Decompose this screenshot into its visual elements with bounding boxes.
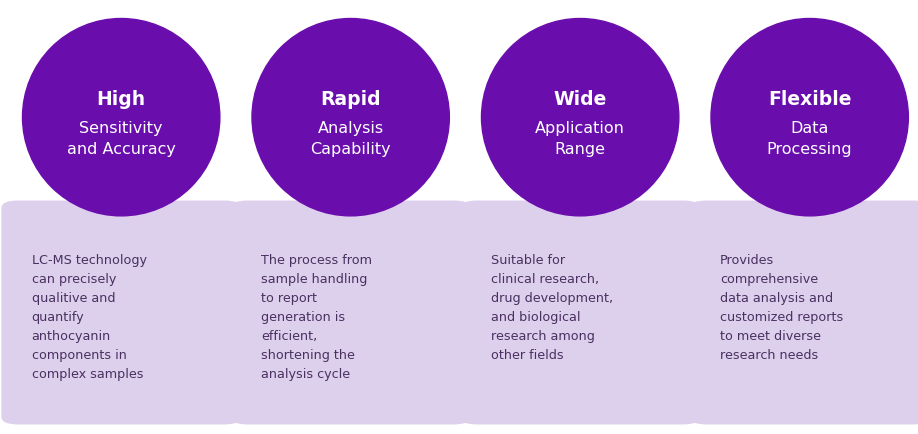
- FancyBboxPatch shape: [690, 201, 918, 424]
- Text: Sensitivity
and Accuracy: Sensitivity and Accuracy: [67, 121, 175, 157]
- Text: Analysis
Capability: Analysis Capability: [310, 121, 391, 157]
- Text: Rapid: Rapid: [320, 90, 381, 109]
- Text: Suitable for
clinical research,
drug development,
and biological
research among
: Suitable for clinical research, drug dev…: [491, 254, 613, 362]
- Text: LC-MS technology
can precisely
qualitive and
quantify
anthocyanin
components in
: LC-MS technology can precisely qualitive…: [32, 254, 147, 381]
- Text: Flexible: Flexible: [768, 90, 851, 109]
- Text: Provides
comprehensive
data analysis and
customized reports
to meet diverse
rese: Provides comprehensive data analysis and…: [720, 254, 844, 362]
- Ellipse shape: [482, 19, 679, 216]
- Ellipse shape: [711, 19, 909, 216]
- Text: Application
Range: Application Range: [535, 121, 625, 157]
- Text: Data
Processing: Data Processing: [767, 121, 853, 157]
- FancyBboxPatch shape: [460, 201, 700, 424]
- Text: High: High: [96, 90, 146, 109]
- FancyBboxPatch shape: [231, 201, 471, 424]
- Text: The process from
sample handling
to report
generation is
efficient,
shortening t: The process from sample handling to repo…: [262, 254, 372, 381]
- Ellipse shape: [252, 19, 450, 216]
- Text: Wide: Wide: [554, 90, 607, 109]
- Ellipse shape: [22, 19, 220, 216]
- FancyBboxPatch shape: [2, 201, 241, 424]
